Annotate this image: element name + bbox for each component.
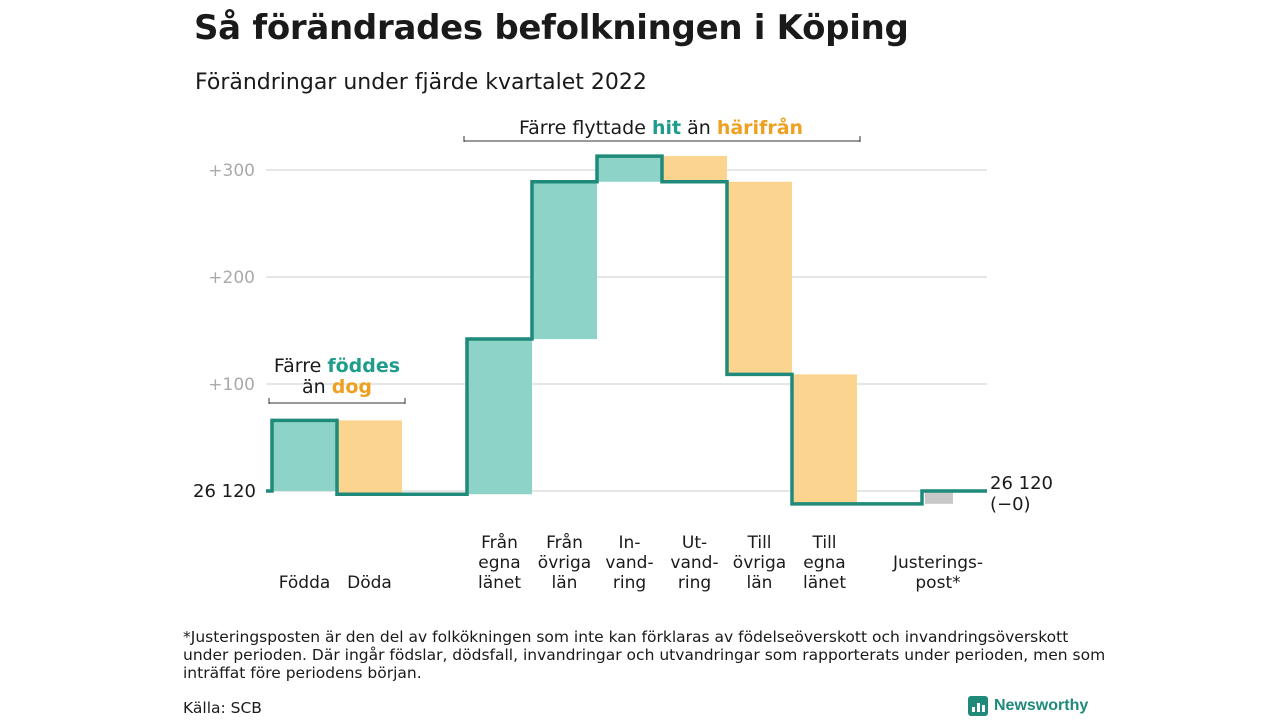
y-tick-label: +200 — [208, 268, 255, 288]
start-value-label: 26 120 — [193, 481, 256, 502]
category-label: Till — [811, 533, 836, 553]
category-label: Döda — [347, 573, 392, 593]
category-label: vand- — [670, 553, 718, 573]
category-label: länet — [803, 573, 846, 593]
category-label: län — [552, 573, 578, 593]
bracket-label-deaths: än dog — [302, 376, 372, 398]
category-label: Födda — [279, 573, 331, 593]
category-label: Ut- — [682, 533, 707, 553]
category-label: post* — [915, 573, 960, 593]
end-value-label: 26 120 — [990, 473, 1053, 494]
footnote: *Justeringsposten är den del av folkökni… — [183, 628, 1106, 682]
category-label: ring — [678, 573, 711, 593]
source-label: Källa: SCB — [183, 699, 262, 717]
category-label: egna — [803, 553, 845, 573]
waterfall-bar — [272, 420, 337, 491]
category-label: Justerings- — [892, 553, 983, 573]
category-label: Från — [546, 532, 583, 553]
waterfall-bar — [727, 181, 792, 375]
category-label: egna — [478, 553, 520, 573]
category-label: Till — [746, 533, 771, 553]
waterfall-bar — [925, 491, 953, 504]
end-change-label: (−0) — [990, 494, 1031, 515]
waterfall-bar — [662, 156, 727, 182]
bracket-label-migration: Färre flyttade hit än härifrån — [519, 115, 803, 139]
y-tick-label: +300 — [208, 161, 255, 181]
logo-text: Newsworthy — [994, 697, 1089, 714]
category-label: ring — [613, 573, 646, 593]
category-label: länet — [478, 573, 521, 593]
bracket-label-births: Färre föddes — [274, 355, 400, 377]
bracket-births-deaths — [268, 398, 406, 404]
category-label: län — [747, 573, 773, 593]
waterfall-bar — [597, 156, 662, 182]
y-tick-label: +100 — [208, 375, 255, 395]
category-label: övriga — [538, 553, 591, 573]
bracket-migration — [463, 136, 861, 142]
cumulative-step-line — [266, 154, 987, 506]
chart-subtitle: Förändringar under fjärde kvartalet 2022 — [195, 70, 647, 95]
waterfall-bar — [467, 339, 532, 495]
chart-title: Så förändrades befolkningen i Köping — [194, 8, 909, 48]
newsworthy-logo: Newsworthy — [968, 696, 1088, 716]
category-label: Från — [481, 532, 518, 553]
category-label: vand- — [605, 553, 653, 573]
category-label: övriga — [733, 553, 786, 573]
waterfall-bar — [792, 374, 857, 504]
bar-chart-icon — [968, 696, 988, 716]
waterfall-bar — [532, 181, 597, 340]
category-label: In- — [619, 533, 641, 553]
waterfall-bar — [337, 420, 402, 495]
